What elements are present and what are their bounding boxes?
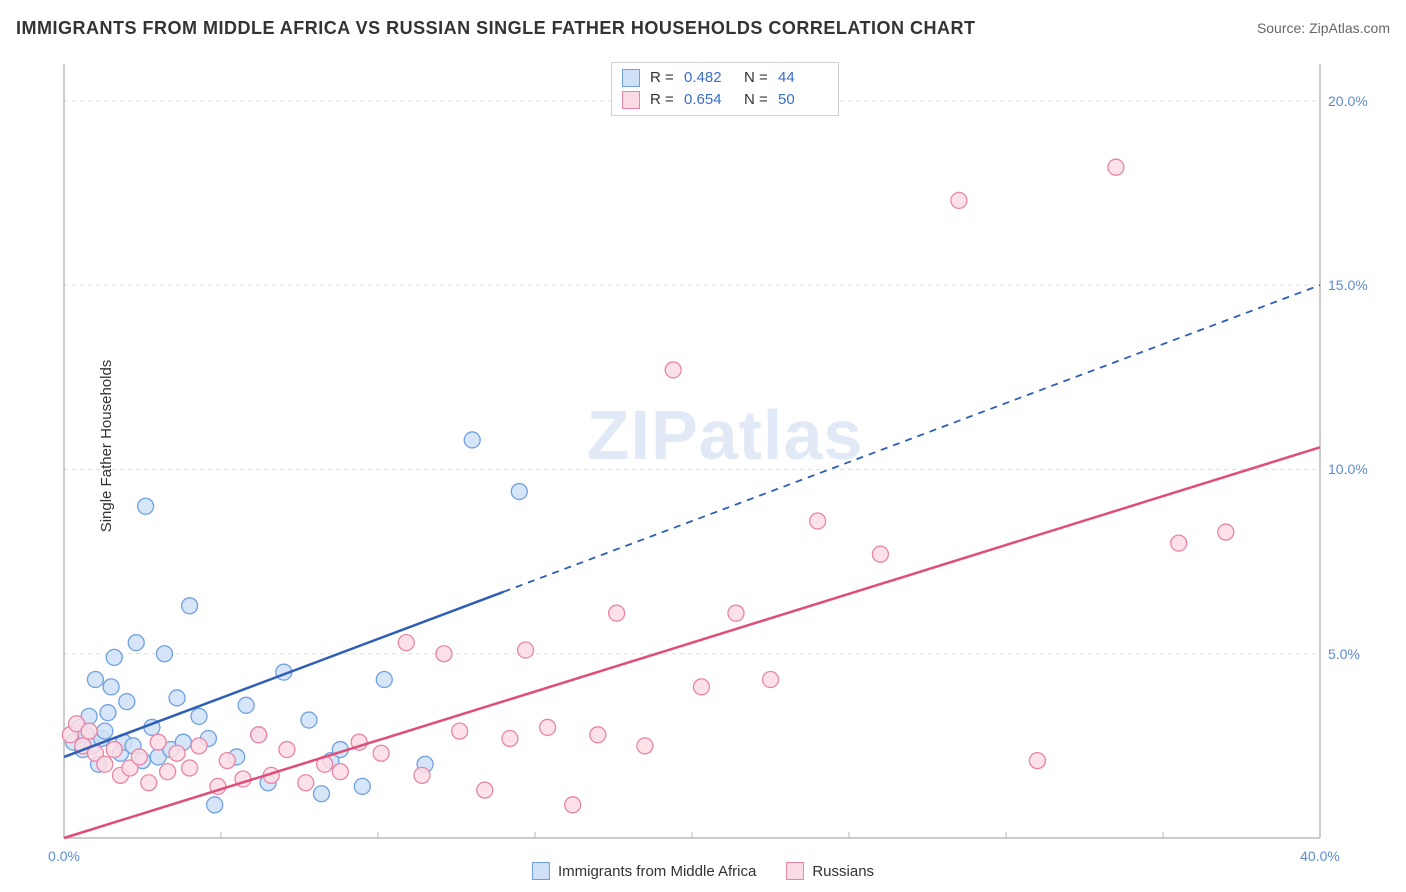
r-value-series-1: 0.482 [684, 67, 734, 89]
correlation-legend: R = 0.482 N = 44 R = 0.654 N = 50 [611, 62, 839, 116]
legend-row-series-2: R = 0.654 N = 50 [622, 89, 828, 111]
x-tick-label: 40.0% [1300, 848, 1340, 864]
legend-swatch-series-2 [622, 91, 640, 109]
source-label: Source: [1257, 20, 1305, 36]
legend-swatch-series-2 [786, 862, 804, 880]
r-label: R = [650, 89, 674, 111]
r-value-series-2: 0.654 [684, 89, 734, 111]
n-value-series-1: 44 [778, 67, 828, 89]
y-tick-label: 15.0% [1328, 277, 1368, 293]
series-legend: Immigrants from Middle Africa Russians [532, 862, 874, 880]
chart-title: IMMIGRANTS FROM MIDDLE AFRICA VS RUSSIAN… [16, 18, 976, 39]
y-tick-label: 20.0% [1328, 93, 1368, 109]
source-link[interactable]: ZipAtlas.com [1309, 20, 1390, 36]
n-label: N = [744, 89, 768, 111]
y-tick-label: 5.0% [1328, 646, 1360, 662]
y-tick-label: 10.0% [1328, 461, 1368, 477]
legend-item-series-2: Russians [786, 862, 874, 880]
source-attribution: Source: ZipAtlas.com [1257, 20, 1390, 36]
chart-plot-area: R = 0.482 N = 44 R = 0.654 N = 50 ZIPatl… [60, 60, 1390, 842]
scatter-chart-svg [60, 60, 1390, 842]
legend-row-series-1: R = 0.482 N = 44 [622, 67, 828, 89]
legend-item-series-1: Immigrants from Middle Africa [532, 862, 756, 880]
r-label: R = [650, 67, 674, 89]
n-label: N = [744, 67, 768, 89]
legend-swatch-series-1 [622, 69, 640, 87]
legend-label-series-1: Immigrants from Middle Africa [558, 863, 756, 880]
legend-swatch-series-1 [532, 862, 550, 880]
n-value-series-2: 50 [778, 89, 828, 111]
x-tick-label: 0.0% [48, 848, 80, 864]
legend-label-series-2: Russians [812, 863, 874, 880]
